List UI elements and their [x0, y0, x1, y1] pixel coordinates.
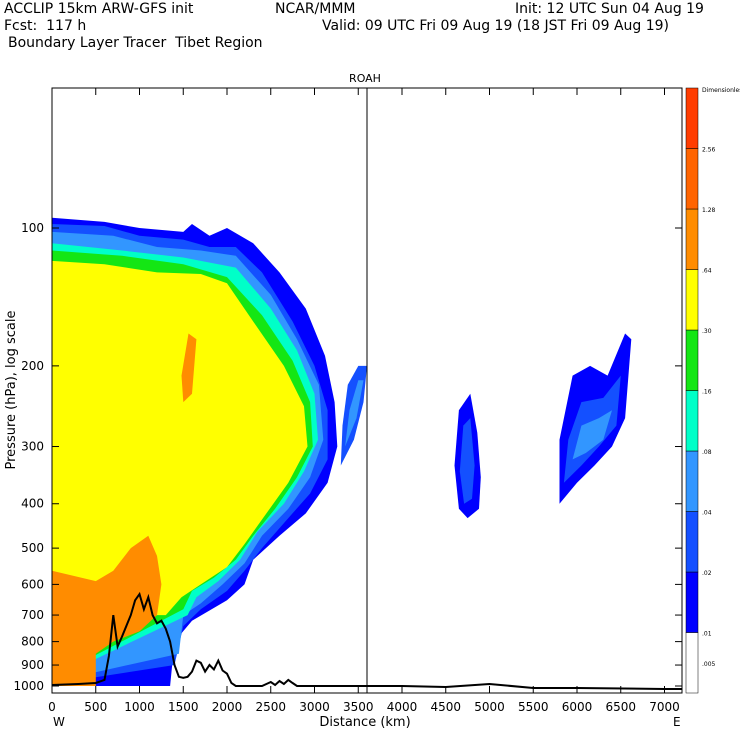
- y-tick-label: 300: [21, 440, 44, 454]
- colorbar-swatch: [685, 208, 699, 270]
- colorbar-level-label: Dimensionless: [702, 87, 740, 94]
- tracer-region-far-east-c: [572, 410, 612, 460]
- tracer-region-level-07a: [52, 535, 162, 686]
- colorbar-level-label: 1.28: [702, 207, 716, 214]
- y-tick-label: 900: [21, 658, 44, 672]
- y-axis-label: Pressure (hPa), log scale: [4, 311, 19, 470]
- x-tick-label: 2500: [255, 700, 286, 714]
- plot-frame: [51, 87, 683, 694]
- y-tick-label: 500: [21, 541, 44, 555]
- x-tick-label: 6500: [605, 700, 636, 714]
- header-field-name: Boundary Layer Tracer Tibet Region: [8, 35, 263, 51]
- colorbar-level-label: .01: [702, 631, 712, 638]
- x-tick-label: 3000: [299, 700, 330, 714]
- colorbar-swatch: [685, 269, 699, 331]
- colorbar-level-label: 2.56: [702, 147, 716, 154]
- y-tick-label: 1000: [13, 679, 44, 693]
- x-tick-label: 1500: [168, 700, 199, 714]
- x-tick-label: 5500: [518, 700, 549, 714]
- x-tick-label: 4000: [387, 700, 418, 714]
- x-tick-label: 4500: [430, 700, 461, 714]
- x-tick-label: 3500: [343, 700, 374, 714]
- y-tick-label: 700: [21, 608, 44, 622]
- y-tick-label: 400: [21, 497, 44, 511]
- x-tick-label: 500: [84, 700, 107, 714]
- chart-title: ROAH: [349, 72, 381, 85]
- header-init-time: Init: 12 UTC Sun 04 Aug 19: [515, 1, 704, 17]
- colorbar-swatch: [685, 511, 699, 573]
- header-valid-time: Valid: 09 UTC Fri 09 Aug 19 (18 JST Fri …: [322, 18, 670, 34]
- tracer-region-level-06: [52, 260, 308, 616]
- colorbar-swatch: [685, 390, 699, 452]
- tracer-region-east-b: [459, 418, 475, 504]
- header-forecast-hour: Fcst: 117 h: [4, 18, 87, 34]
- x-end-label-west: W: [53, 715, 65, 729]
- header-title: ACCLIP 15km ARW-GFS init: [4, 1, 194, 17]
- y-tick-label: 600: [21, 577, 44, 591]
- colorbar-swatch: [685, 87, 699, 149]
- y-tick-label: 800: [21, 635, 44, 649]
- header-org: NCAR/MMM: [275, 1, 356, 17]
- colorbar-level-label: .04: [702, 510, 712, 517]
- y-tick-label: 200: [21, 359, 44, 373]
- colorbar-swatch: [685, 632, 699, 694]
- terrain-surface-line: [52, 591, 682, 690]
- x-tick-label: 0: [48, 700, 56, 714]
- x-tick-label: 7000: [649, 700, 680, 714]
- x-tick-label: 5000: [474, 700, 505, 714]
- y-tick-label: 100: [21, 221, 44, 235]
- x-tick-label: 2000: [212, 700, 243, 714]
- tracer-region-level-07b: [181, 333, 197, 403]
- colorbar-level-label: .005: [702, 661, 716, 668]
- colorbar-swatch: [685, 148, 699, 210]
- colorbar-level-label: .02: [702, 570, 712, 577]
- colorbar-level-label: .30: [702, 328, 712, 335]
- colorbar-level-label: .08: [702, 449, 712, 456]
- colorbar-swatch: [685, 450, 699, 512]
- tracer-region-mid-b: [345, 380, 364, 447]
- colorbar-swatch: [685, 329, 699, 391]
- x-end-label-east: E: [673, 715, 681, 729]
- colorbar-swatch: [685, 571, 699, 633]
- x-tick-label: 1000: [124, 700, 155, 714]
- colorbar-level-label: .64: [702, 268, 712, 275]
- colorbar-level-label: .16: [702, 389, 712, 396]
- x-tick-label: 6000: [562, 700, 593, 714]
- x-axis-label: Distance (km): [319, 715, 410, 730]
